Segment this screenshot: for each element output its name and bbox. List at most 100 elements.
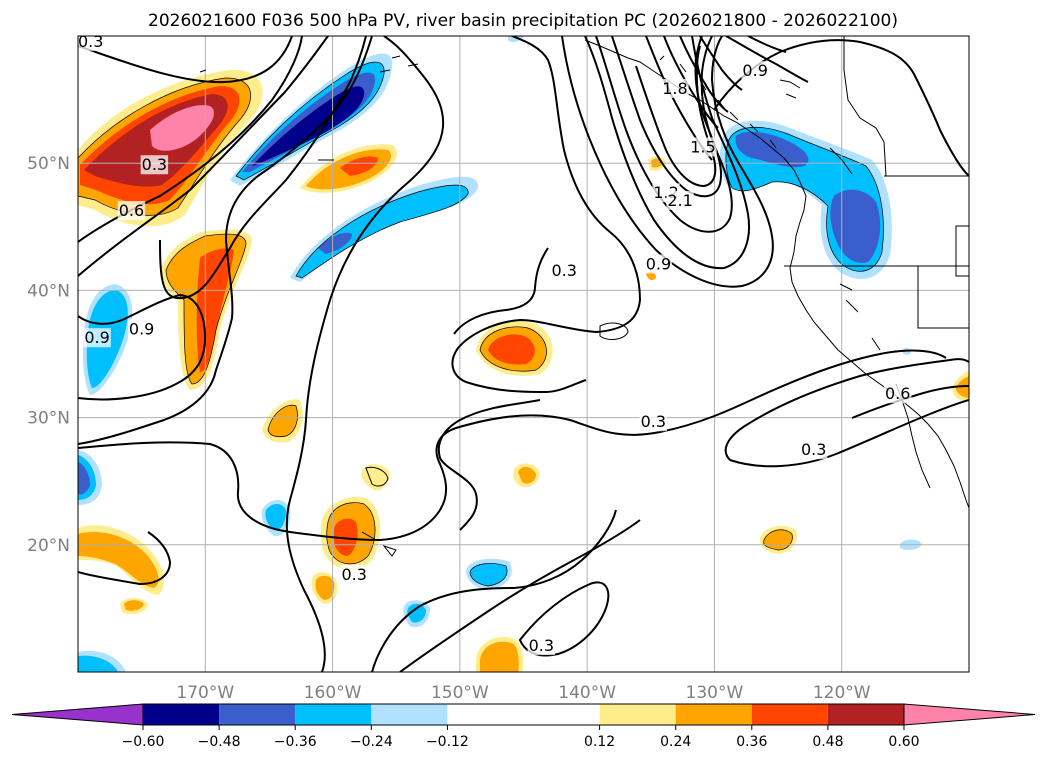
contour-labels: 0.30.30.60.9 0.90.31.81.51.22.10.90.90.30…	[78, 32, 912, 656]
colorbar-tick-label: −0.36	[274, 734, 317, 750]
contour-label-bg	[78, 36, 105, 51]
colorbar-segment	[371, 704, 448, 725]
lon-tick-label: 160°W	[304, 683, 362, 703]
positive-region	[488, 334, 535, 365]
positive-region	[124, 600, 144, 611]
pv-contour-0.3	[729, 399, 969, 468]
lon-tick-label: 130°W	[686, 683, 744, 703]
pv-contour-2.1	[635, 45, 717, 188]
negative-region	[735, 131, 809, 168]
pv-contour-0.3	[453, 247, 549, 335]
colorbar-tick-label: 0.36	[736, 734, 767, 750]
contour-label: 0.3	[529, 636, 554, 655]
lat-tick-label: 30°N	[27, 409, 70, 429]
contour-label-bg	[140, 155, 169, 175]
contour-label: 0.3	[78, 32, 103, 51]
contour-label: 0.6	[885, 384, 910, 403]
positive-region	[646, 271, 656, 281]
contour-label-bg	[550, 260, 578, 280]
contour-label-bg	[741, 61, 769, 81]
pv-contour-0.6	[78, 36, 329, 277]
map-frame	[77, 35, 970, 673]
contour-label: 0.3	[801, 440, 826, 459]
positive-region	[315, 575, 335, 600]
contour-label-bg	[127, 319, 156, 339]
negative-region	[407, 603, 426, 623]
colorbar-tick-label: 0.60	[888, 734, 919, 750]
contour-label: 0.9	[129, 319, 154, 338]
pv-contour-0.6	[851, 385, 969, 419]
pv-contour-0.9	[159, 36, 367, 300]
contour-label: 1.8	[662, 79, 687, 98]
negative-region	[470, 563, 508, 586]
colorbar-segment	[143, 704, 220, 725]
colorbar-tick-label: 0.12	[584, 734, 615, 750]
colorbar: −0.60 −0.48 −0.36 −0.24 −0.12 0.12 0.24 0.36 0.4…	[11, 703, 1036, 750]
contour-label-bg	[666, 190, 694, 210]
contour-label-bg	[83, 328, 111, 348]
pv-contour-1.5	[595, 36, 733, 233]
contour-label: 0.6	[119, 201, 144, 220]
lon-tick-label: 120°W	[813, 683, 871, 703]
colorbar-segment	[219, 704, 296, 725]
pv-contour-0.3	[451, 36, 642, 394]
lon-tick-label: 140°W	[558, 683, 616, 703]
negative-region	[830, 189, 881, 263]
chart-title: 2026021600 F036 500 hPa PV, river basin …	[148, 11, 898, 31]
colorbar-tick-label: 0.48	[812, 734, 843, 750]
contour-label: 0.9	[742, 61, 767, 80]
lat-tick-label: 50°N	[27, 154, 70, 174]
contour-label: 0.9	[646, 254, 671, 273]
positive-region	[196, 248, 234, 372]
pv-contour-0.3	[78, 36, 293, 84]
contour-label-bg	[639, 412, 668, 432]
lon-tick-label: 150°W	[431, 683, 489, 703]
colorbar-over-extend	[903, 703, 1036, 726]
positive-region	[340, 156, 378, 176]
pv-contour-0.3	[285, 36, 445, 672]
pv-contour-0.9	[584, 36, 750, 270]
negative-region	[318, 232, 352, 254]
pv-contour-1.2	[679, 36, 729, 113]
colorbar-tick-label: −0.12	[426, 734, 469, 750]
pv-contour-1.8	[611, 36, 722, 198]
pv-contour-0.6	[747, 36, 787, 53]
pv-contour-0.3	[437, 399, 541, 531]
contour-label: 0.3	[142, 155, 167, 174]
positive-region	[268, 405, 298, 437]
negative-region	[508, 36, 524, 43]
negative-region	[265, 504, 286, 531]
colorbar-segment	[447, 704, 600, 725]
contour-label-bg	[799, 440, 828, 460]
map-panel: 0.30.30.60.9 0.90.31.81.51.22.10.90.90.30…	[77, 32, 970, 673]
contour-label-bg	[689, 137, 717, 157]
negative-region	[78, 462, 90, 495]
lat-axis: 20°N 30°N 40°N 50°N	[27, 154, 70, 556]
colorbar-under-extend	[11, 703, 144, 726]
lon-tick-label: 170°W	[176, 683, 234, 703]
pv-contour-0.6	[78, 36, 373, 445]
colorbar-tick-label: 0.24	[660, 734, 691, 750]
positive-region	[150, 105, 215, 151]
contour-label: 0.3	[341, 565, 366, 584]
lon-axis: 170°W 160°W 150°W 140°W 130°W 120°W	[176, 683, 870, 703]
negative-region	[296, 185, 469, 278]
contour-label: 0.3	[641, 412, 666, 431]
pv-contour-0.9	[725, 36, 809, 83]
colorbar-segment	[295, 704, 372, 725]
contour-label: 0.9	[84, 328, 109, 347]
colorbar-segment	[827, 704, 904, 725]
contour-label: 2.1	[667, 191, 692, 210]
positive-region	[78, 532, 159, 588]
contour-label-bg	[527, 636, 556, 656]
pv-contour-0.3	[399, 519, 641, 672]
contour-label-bg	[661, 78, 689, 98]
contour-label-bg	[117, 201, 146, 221]
pv-contour-0.9	[78, 293, 207, 401]
positive-region	[480, 641, 519, 672]
pv-contour-0.9	[699, 36, 743, 91]
colorbar-segment	[675, 704, 752, 725]
colorbar-tick-label: −0.48	[198, 734, 241, 750]
pv-contour-0.3	[518, 581, 610, 657]
